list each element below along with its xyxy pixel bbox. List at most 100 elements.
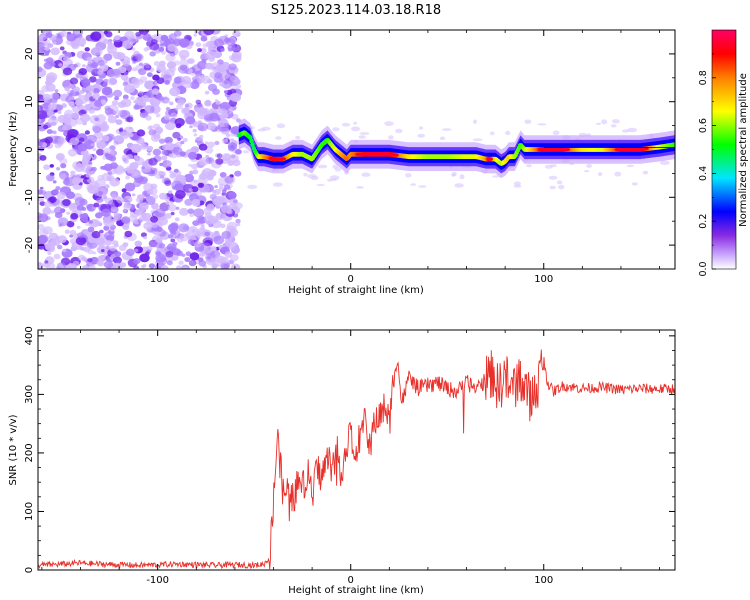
noise-blob bbox=[221, 231, 231, 239]
noise-blob bbox=[143, 236, 148, 240]
noise-blob bbox=[206, 122, 216, 131]
noise-blob bbox=[101, 135, 110, 142]
noise-blob bbox=[115, 110, 123, 116]
signal-core bbox=[250, 142, 255, 148]
noise-blob bbox=[87, 249, 94, 255]
noise-blob bbox=[215, 195, 225, 204]
noise-blob bbox=[48, 196, 57, 203]
speckle bbox=[384, 121, 394, 126]
snr-x-tick-label: -100 bbox=[146, 575, 169, 586]
noise-blob bbox=[91, 62, 99, 68]
noise-blob bbox=[47, 43, 54, 48]
noise-blob bbox=[107, 77, 118, 86]
noise-blob bbox=[125, 175, 130, 180]
noise-blob bbox=[180, 140, 185, 145]
noise-blob bbox=[193, 241, 202, 248]
noise-blob bbox=[192, 128, 197, 133]
speckle bbox=[552, 130, 560, 136]
noise-blob bbox=[230, 263, 241, 269]
noise-blob bbox=[171, 231, 177, 236]
speckle bbox=[242, 150, 250, 154]
noise-blob bbox=[152, 148, 162, 156]
noise-blob bbox=[44, 136, 53, 144]
noise-blob bbox=[70, 213, 79, 220]
signal-peak bbox=[488, 157, 493, 161]
noise-blob bbox=[52, 130, 57, 135]
noise-blob bbox=[197, 182, 204, 188]
speckle bbox=[295, 135, 301, 140]
noise-blob bbox=[141, 95, 149, 101]
noise-blob bbox=[191, 198, 201, 207]
noise-blob bbox=[220, 48, 225, 52]
noise-blob bbox=[103, 260, 114, 269]
noise-blob bbox=[219, 172, 227, 178]
noise-blob bbox=[94, 100, 103, 107]
noise-blob bbox=[38, 110, 48, 120]
noise-blob bbox=[57, 244, 63, 250]
noise-blob bbox=[86, 56, 92, 62]
noise-blob bbox=[103, 225, 110, 231]
noise-blob bbox=[206, 203, 215, 210]
noise-blob bbox=[69, 229, 77, 236]
noise-blob bbox=[124, 230, 133, 238]
noise-blob bbox=[79, 137, 85, 142]
noise-blob bbox=[146, 145, 154, 152]
noise-blob bbox=[88, 108, 96, 114]
noise-blob bbox=[64, 109, 74, 118]
noise-blob bbox=[171, 254, 179, 261]
noise-blob bbox=[54, 89, 59, 93]
noise-blob bbox=[168, 204, 177, 212]
noise-blob bbox=[151, 88, 160, 95]
spectrogram-x-tick-label: -100 bbox=[146, 274, 169, 285]
noise-blob bbox=[155, 113, 161, 118]
noise-blob bbox=[103, 53, 113, 61]
noise-blob bbox=[121, 74, 129, 81]
noise-blob bbox=[66, 33, 77, 42]
noise-blob bbox=[226, 133, 231, 137]
noise-blob bbox=[85, 134, 97, 144]
noise-blob bbox=[69, 234, 74, 238]
noise-blob bbox=[214, 263, 219, 268]
noise-blob bbox=[70, 203, 77, 209]
noise-blob bbox=[38, 118, 42, 123]
noise-blob bbox=[70, 170, 76, 175]
noise-blob bbox=[72, 260, 80, 267]
noise-blob bbox=[170, 238, 176, 243]
noise-region bbox=[38, 30, 243, 269]
noise-blob bbox=[135, 53, 143, 60]
speckle bbox=[549, 185, 556, 190]
noise-blob bbox=[166, 260, 173, 266]
noise-blob bbox=[100, 99, 107, 104]
noise-blob bbox=[156, 226, 163, 232]
noise-blob bbox=[175, 206, 180, 210]
noise-blob bbox=[197, 48, 202, 53]
noise-blob bbox=[143, 183, 154, 192]
noise-blob bbox=[228, 63, 237, 71]
speckle bbox=[334, 167, 342, 172]
noise-blob bbox=[38, 189, 43, 195]
noise-blob bbox=[158, 138, 166, 144]
noise-blob bbox=[41, 49, 45, 53]
noise-blob bbox=[215, 158, 224, 165]
noise-blob bbox=[43, 164, 50, 170]
noise-blob bbox=[62, 179, 71, 185]
noise-blob bbox=[191, 163, 199, 170]
noise-blob bbox=[174, 141, 182, 148]
figure-title: S125.2023.114.03.18.R18 bbox=[271, 3, 441, 18]
noise-blob bbox=[107, 115, 117, 124]
noise-blob bbox=[78, 254, 86, 261]
noise-blob bbox=[138, 91, 144, 96]
noise-blob bbox=[45, 174, 55, 182]
noise-blob bbox=[45, 32, 53, 38]
noise-blob bbox=[42, 93, 51, 101]
noise-blob bbox=[113, 212, 121, 219]
noise-blob bbox=[196, 215, 206, 224]
noise-blob bbox=[195, 99, 202, 105]
noise-blob bbox=[133, 265, 140, 269]
noise-blob bbox=[92, 92, 100, 99]
noise-blob bbox=[89, 76, 97, 83]
noise-blob bbox=[110, 206, 118, 213]
noise-blob bbox=[60, 30, 68, 38]
noise-blob bbox=[75, 91, 80, 96]
